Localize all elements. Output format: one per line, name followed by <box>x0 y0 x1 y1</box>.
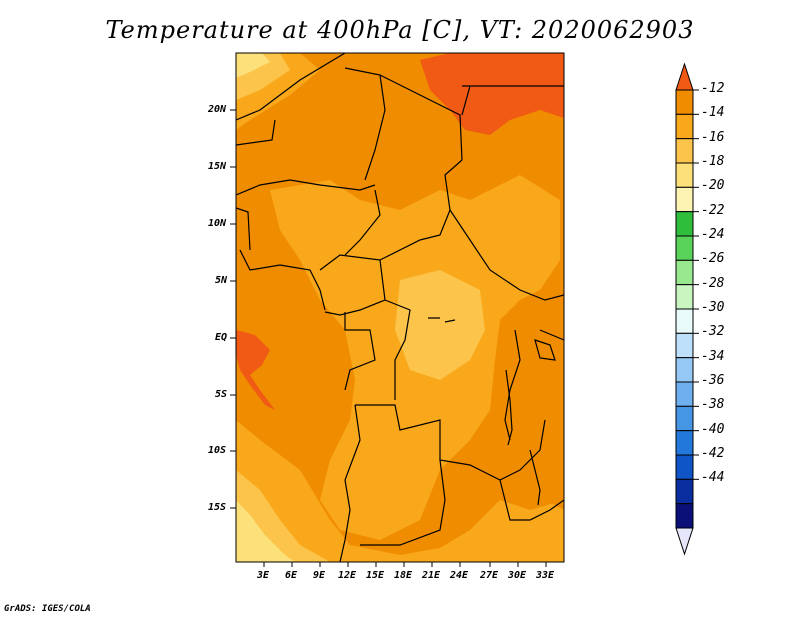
x-tick-label: 12E <box>338 570 357 581</box>
colorbar-box <box>675 89 694 115</box>
x-tick-label: 30E <box>508 570 527 581</box>
field-m20-nw <box>236 53 270 78</box>
field-m16-southwest <box>236 420 564 562</box>
colorbar-box <box>675 186 694 213</box>
x-tick-label: 27E <box>480 570 499 581</box>
colorbar-label: -44 <box>701 470 725 486</box>
colorbar-arrow-top <box>675 62 694 91</box>
colorbar-box <box>675 235 694 261</box>
country-borders <box>236 53 564 562</box>
colorbar-box <box>675 113 694 140</box>
x-tick-label: 9E <box>313 570 326 581</box>
y-tick-label: 10N <box>208 218 227 229</box>
colorbar-box <box>675 503 694 529</box>
field-m20-sw <box>236 500 295 562</box>
x-tick-label: 15E <box>366 570 385 581</box>
x-tick-label: 3E <box>257 570 270 581</box>
x-tick-marks <box>263 562 547 567</box>
map-frame <box>235 52 565 563</box>
colorbar-box <box>675 259 694 286</box>
y-tick-label: 15S <box>208 502 227 513</box>
colorbar-label: -34 <box>701 348 725 364</box>
x-tick-label: 33E <box>536 570 555 581</box>
colorbar-box <box>675 405 694 432</box>
colorbar-label: -42 <box>701 446 725 461</box>
colorbar-label: -16 <box>701 129 725 145</box>
colorbar-label: -26 <box>701 251 725 267</box>
footer-credit: GrADS: IGES/COLA <box>4 604 91 614</box>
field-m18-center <box>395 270 485 380</box>
y-tick-marks <box>230 109 236 509</box>
x-tick-label: 21E <box>422 570 441 581</box>
y-tick-label: 15N <box>208 161 227 172</box>
colorbar-box <box>675 332 694 359</box>
y-tick-label: EQ <box>215 332 228 343</box>
colorbar-box <box>675 211 694 237</box>
colorbar-box <box>675 381 694 407</box>
colorbar-box <box>675 478 694 505</box>
y-tick-label: 5N <box>215 275 228 286</box>
colorbar-label: -22 <box>701 202 725 218</box>
colorbar-box <box>675 430 694 456</box>
colorbar-label: -30 <box>701 300 725 315</box>
colorbar-box <box>675 162 694 188</box>
colorbar-arrow-bottom <box>675 527 694 556</box>
x-tick-label: 6E <box>285 570 298 581</box>
colorbar-label: -40 <box>701 421 725 437</box>
colorbar-label: -32 <box>701 324 725 340</box>
colorbar-label: -38 <box>701 397 725 413</box>
colorbar-label: -14 <box>701 105 725 121</box>
colorbar <box>675 62 699 556</box>
colorbar-label: -18 <box>701 154 725 169</box>
colorbar-label: -12 <box>701 81 725 96</box>
temperature-field <box>236 53 564 562</box>
colorbar-box <box>675 357 694 383</box>
field-m12-west <box>236 330 275 410</box>
y-tick-label: 20N <box>208 104 227 115</box>
lakes <box>428 317 556 506</box>
x-tick-label: 24E <box>450 570 469 581</box>
colorbar-label: -28 <box>701 275 725 291</box>
colorbar-box <box>675 454 694 480</box>
colorbar-box <box>675 308 694 334</box>
colorbar-box <box>675 138 694 164</box>
chart-title: Temperature at 400hPa [C], VT: 202006290… <box>105 16 695 44</box>
colorbar-label: -20 <box>701 178 725 194</box>
colorbar-label: -24 <box>701 227 725 242</box>
y-tick-label: 5S <box>215 389 228 400</box>
field-m12-ne <box>420 53 564 135</box>
x-tick-label: 18E <box>394 570 413 581</box>
y-tick-label: 10S <box>208 445 227 456</box>
colorbar-box <box>675 284 694 310</box>
colorbar-label: -36 <box>701 373 725 388</box>
